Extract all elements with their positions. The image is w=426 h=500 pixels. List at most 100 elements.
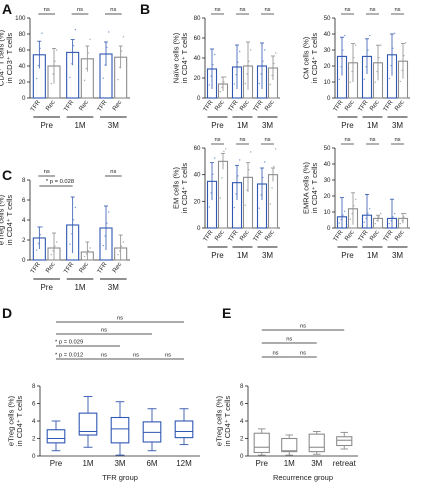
chart-b1-point xyxy=(208,84,210,86)
chart-b1-point xyxy=(210,75,212,77)
chart-b1-point xyxy=(219,91,221,93)
chart-a-point xyxy=(104,64,106,66)
chart-c-xtick-label: TFR xyxy=(63,261,76,275)
chart-b4-xtick-label: TFR xyxy=(357,229,370,243)
chart-a-point xyxy=(41,32,43,34)
chart-a-xtick-label: Rec xyxy=(45,99,57,112)
chart-b1-point xyxy=(260,73,262,75)
chart-b1-point xyxy=(235,74,237,76)
chart-a-ytick-label: 60 xyxy=(19,47,26,54)
chart-b2-sig-label: ns xyxy=(344,7,350,13)
chart-b4-point xyxy=(342,214,344,216)
chart-a-sig-label: ns xyxy=(44,7,50,13)
chart-b4-point xyxy=(340,218,342,221)
chart-b1-point xyxy=(250,49,252,51)
chart-b3-bar xyxy=(217,160,229,229)
chart-e-box xyxy=(253,432,270,454)
chart-b3-point xyxy=(271,187,273,189)
chart-b2-point xyxy=(403,54,405,57)
chart-d-sig-label: * p = 0.029 xyxy=(55,340,83,346)
chart-b1-sig-label: ns xyxy=(264,7,270,13)
chart-d-ylabel-line: in CD4⁺ T cells xyxy=(15,396,24,447)
chart-b2-point xyxy=(374,81,376,83)
chart-d-xtick-label: Pre xyxy=(50,459,63,468)
chart-b2-group-label: Pre xyxy=(341,121,354,130)
chart-b4-xtick-label: TFR xyxy=(332,229,345,243)
chart-c-point xyxy=(108,211,110,213)
chart-c-point xyxy=(56,241,58,243)
chart-a-ylabel: CD4⁺ T cells (%)in CD3⁺ T cells xyxy=(0,29,14,86)
chart-d-sig-label: ns xyxy=(101,328,107,334)
chart-b3-point xyxy=(264,161,266,163)
chart-c-point xyxy=(41,226,43,228)
chart-b2-point xyxy=(367,49,369,51)
chart-d-sig-label: * p = 0.012 xyxy=(55,353,83,359)
chart-b4-sig-label: ns xyxy=(369,137,375,143)
chart-b3-point xyxy=(221,177,223,179)
chart-a-point xyxy=(52,73,54,75)
chart-b3-sig-label: ns xyxy=(239,137,245,143)
chart-b3-point xyxy=(246,189,248,191)
chart-b3-group-label: 3M xyxy=(262,251,273,260)
chart-e-ylabel-line: eTreg cells (%) xyxy=(215,395,224,446)
chart-b1-xtick-label: TFR xyxy=(202,99,215,113)
chart-b2-xtick-label: TFR xyxy=(382,99,395,113)
chart-a-point xyxy=(87,52,89,54)
chart-a-point xyxy=(71,63,73,65)
chart-a-point xyxy=(120,50,123,52)
chart-b3-point xyxy=(208,206,210,208)
chart-d-sig-label: ns xyxy=(101,353,107,359)
chart-b2-point xyxy=(376,70,378,73)
chart-b4-xtick-label: TFR xyxy=(382,229,395,243)
chart-b2-xtick-label: TFR xyxy=(357,99,370,113)
chart-b4-ylabel-line: EMRA cells (%) xyxy=(302,161,311,214)
chart-b4-point xyxy=(399,222,401,225)
chart-b2-point xyxy=(399,80,401,83)
chart-b2-point xyxy=(369,34,371,37)
chart-a-point xyxy=(35,77,38,80)
chart-a-xtick-label: Rec xyxy=(78,99,90,112)
chart-b3-point xyxy=(210,192,212,194)
panel-letter-b: B xyxy=(140,1,150,17)
chart-c-point xyxy=(85,253,88,255)
chart-e-sig-label: ns xyxy=(272,351,278,357)
chart-b4-sig-label: ns xyxy=(344,137,350,143)
chart-b3-point xyxy=(273,165,275,168)
chart-c-point xyxy=(72,219,75,221)
chart-b3-point xyxy=(262,176,264,179)
chart-b4-group-label: 1M xyxy=(367,251,378,260)
chart-b1-point xyxy=(212,63,214,66)
chart-b1-point xyxy=(225,76,227,78)
chart-b1-sig-label: ns xyxy=(239,7,245,13)
chart-b1-point xyxy=(246,73,248,75)
chart-b1-sig-label: ns xyxy=(214,7,220,13)
chart-e-box xyxy=(308,433,325,453)
chart-b4-ylabel-line: in CD4⁺ T cells xyxy=(310,163,319,214)
chart-b1-ytick-label: 80 xyxy=(194,15,201,22)
chart-b1-point xyxy=(223,81,225,83)
chart-b1-point xyxy=(273,62,275,65)
chart-b1-point xyxy=(214,53,216,56)
chart-a-point xyxy=(102,77,105,79)
chart-b2-point xyxy=(338,78,340,80)
chart-c-pvalue-label: * p = 0.028 xyxy=(46,179,74,185)
chart-b1-point xyxy=(275,52,277,54)
panel-letter-c: C xyxy=(2,167,12,183)
chart-b3-sig-label: ns xyxy=(214,137,220,143)
chart-b3-point xyxy=(225,148,227,150)
chart-b4-point xyxy=(369,208,371,210)
chart-a-xtick-label: TFR xyxy=(29,99,42,113)
chart-b4-ytick-label: 30 xyxy=(324,177,331,184)
chart-e-xtick-label: Pre xyxy=(256,459,269,468)
chart-b2-point xyxy=(365,66,367,68)
chart-b2-xtick-label: TFR xyxy=(332,99,345,113)
chart-b3-ylabel: EM cells (%)in CD4⁺ T cells xyxy=(172,163,190,214)
chart-b4-point xyxy=(405,212,407,215)
chart-c-ytick-label: 0 xyxy=(22,257,26,264)
chart-c-point xyxy=(37,242,40,245)
chart-b4-sig-label: ns xyxy=(394,137,400,143)
chart-c-point xyxy=(102,244,105,247)
chart-a-xtick-label: TFR xyxy=(63,99,76,113)
chart-a-xtick-label: TFR xyxy=(96,99,109,113)
chart-b4-point xyxy=(365,217,367,220)
